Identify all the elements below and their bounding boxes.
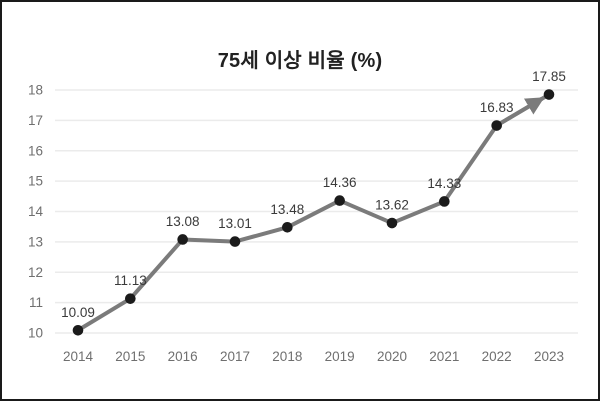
data-point-2021 bbox=[439, 196, 450, 207]
data-point-2015 bbox=[125, 293, 136, 304]
x-axis-tick-2018: 2018 bbox=[272, 349, 302, 364]
data-point-2016 bbox=[177, 234, 188, 245]
y-axis-tick-18: 18 bbox=[28, 83, 43, 98]
data-label-2018: 13.48 bbox=[270, 202, 304, 217]
data-label-2014: 10.09 bbox=[61, 305, 95, 320]
trend-arrowhead bbox=[495, 96, 545, 128]
data-label-2017: 13.01 bbox=[218, 216, 252, 231]
data-point-2022 bbox=[491, 120, 502, 131]
x-axis-tick-2022: 2022 bbox=[482, 349, 512, 364]
x-axis-tick-2020: 2020 bbox=[377, 349, 407, 364]
data-label-2019: 14.36 bbox=[323, 175, 357, 190]
data-point-2020 bbox=[386, 217, 398, 229]
data-label-2015: 11.13 bbox=[114, 273, 147, 288]
y-axis-tick-14: 14 bbox=[28, 204, 44, 219]
data-label-2022: 16.83 bbox=[480, 100, 514, 115]
x-axis-tick-2023: 2023 bbox=[534, 349, 564, 364]
y-axis-tick-17: 17 bbox=[28, 113, 43, 128]
data-label-2023: 17.85 bbox=[532, 69, 566, 84]
y-axis-tick-10: 10 bbox=[28, 326, 43, 341]
data-point-2023 bbox=[543, 89, 555, 100]
y-axis-tick-11: 11 bbox=[29, 295, 43, 310]
data-label-2021: 14.33 bbox=[427, 176, 461, 191]
x-axis-tick-2021: 2021 bbox=[429, 349, 459, 364]
data-label-2016: 13.08 bbox=[166, 214, 200, 229]
y-axis-tick-12: 12 bbox=[28, 265, 43, 280]
trend-line bbox=[76, 92, 551, 333]
chart-title: 75세 이상 비율 (%) bbox=[217, 50, 383, 72]
data-point-2017 bbox=[229, 236, 241, 247]
data-label-2020: 13.62 bbox=[375, 198, 409, 213]
data-point-2014 bbox=[72, 324, 84, 336]
x-axis-tick-2017: 2017 bbox=[220, 349, 250, 364]
y-axis-tick-15: 15 bbox=[28, 174, 43, 189]
x-axis-tick-2019: 2019 bbox=[325, 349, 355, 364]
y-axis-tick-16: 16 bbox=[28, 143, 43, 158]
y-axis-tick-13: 13 bbox=[28, 234, 43, 249]
x-axis-tick-2014: 2014 bbox=[63, 349, 94, 364]
data-point-2018 bbox=[282, 221, 293, 233]
data-point-2019 bbox=[334, 195, 345, 206]
x-axis-tick-2015: 2015 bbox=[115, 349, 145, 364]
x-axis-tick-2016: 2016 bbox=[168, 349, 198, 364]
